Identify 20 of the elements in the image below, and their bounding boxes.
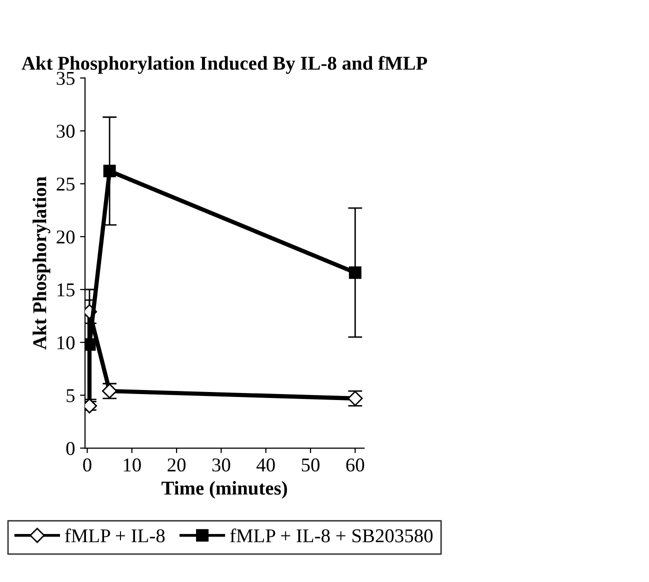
chart-title: Akt Phosphorylation Induced By IL-8 and fMLP [22,56,428,74]
x-tick-label: 0 [83,458,92,472]
y-tick-label: 20 [56,230,75,244]
y-axis-title: Akt Phosphorylation [32,176,50,350]
y-tick-label: 25 [56,178,75,191]
y-tick-label: 10 [58,336,75,350]
legend-label: fMLP + IL-8 [65,528,165,542]
x-tick-label: 50 [302,458,320,472]
x-tick-label: 40 [256,458,275,472]
y-tick-label: 35 [56,72,75,85]
legend-label: fMLP + IL-8 + SB203580 [230,528,433,542]
y-tick-label: 5 [66,389,75,402]
x-tick-label: 60 [346,458,364,472]
x-tick-label: 30 [212,458,230,472]
x-tick-label: 10 [124,458,141,472]
y-tick-label: 0 [66,442,75,456]
y-tick-label: 30 [56,124,75,138]
x-tick-label: 20 [168,458,186,472]
y-tick-label: 15 [58,283,75,296]
x-axis-title: Time (minutes) [162,481,287,499]
